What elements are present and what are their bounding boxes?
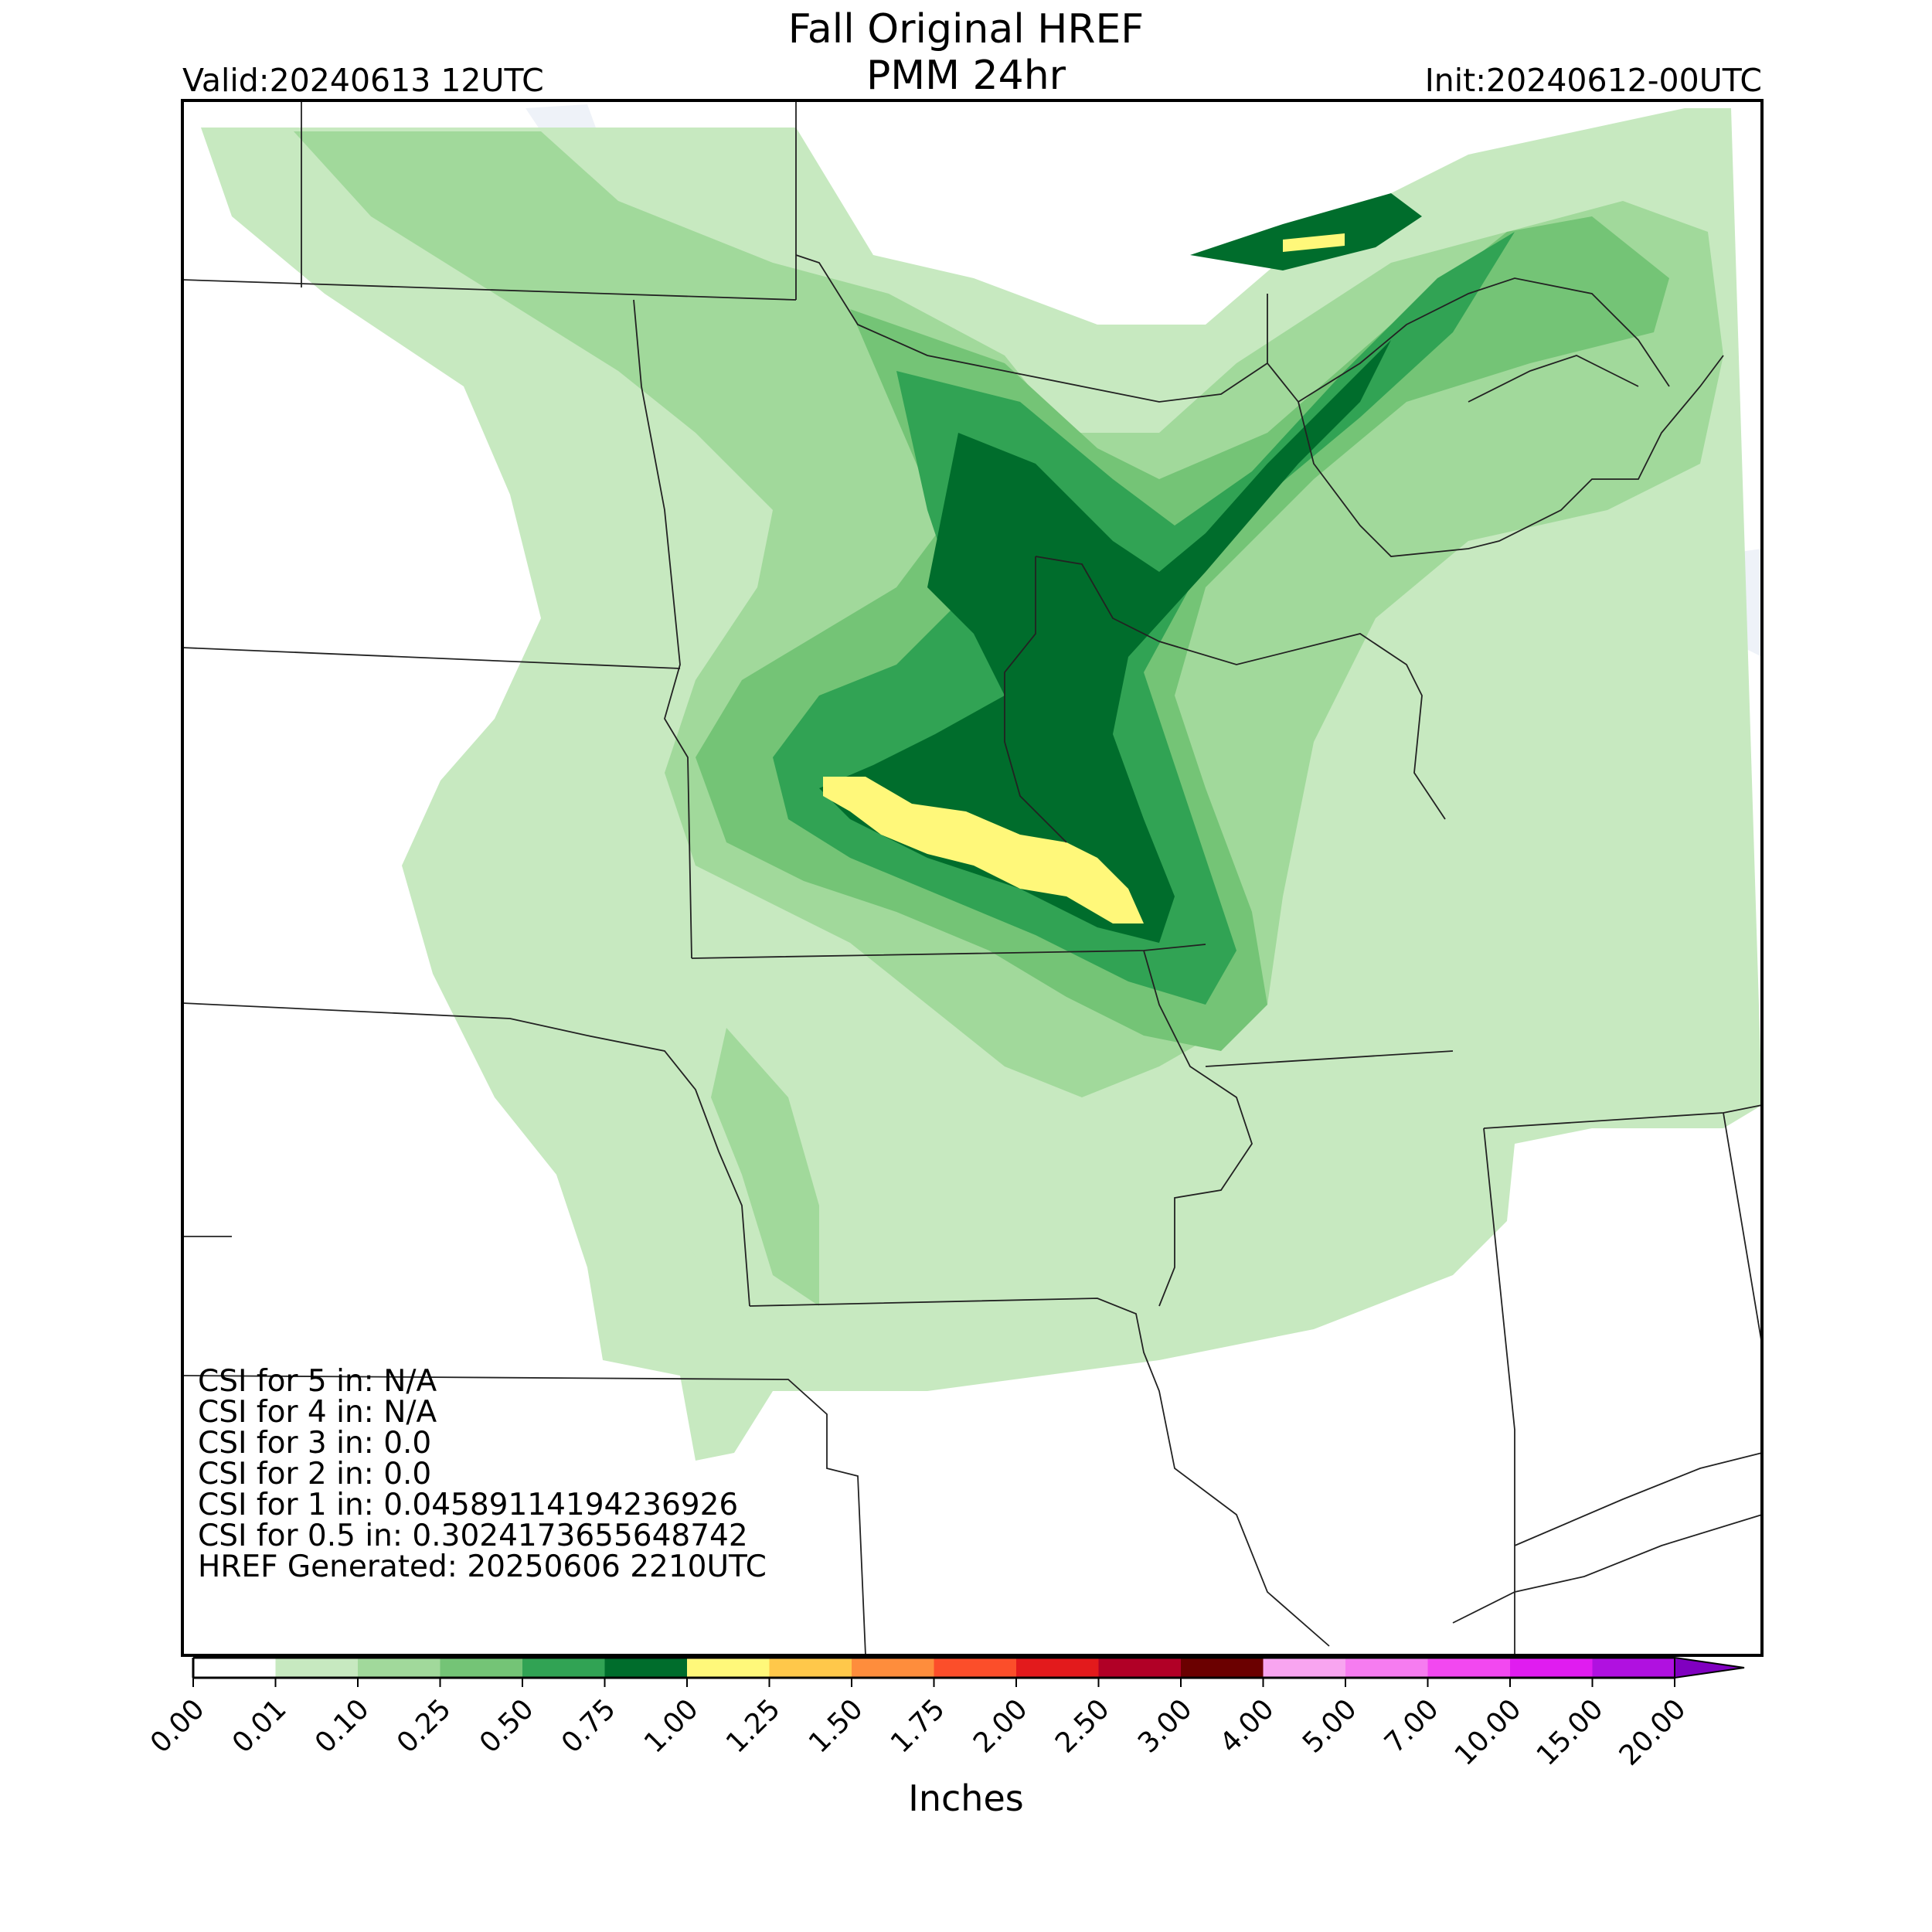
colorbar-segment <box>1263 1658 1346 1678</box>
colorbar-segment <box>852 1658 934 1678</box>
title-line2: PMM 24hr <box>866 53 1066 99</box>
precip-field <box>201 108 1762 1461</box>
stat-line: CSI for 5 in: N/A <box>198 1364 437 1399</box>
colorbar-segment <box>1510 1658 1593 1678</box>
valid-time-label: Valid:20240613 12UTC <box>182 62 544 99</box>
stat-line: CSI for 2 in: 0.0 <box>198 1457 432 1492</box>
colorbar-segment <box>1098 1658 1182 1678</box>
colorbar-segment <box>687 1658 770 1678</box>
precip-core-ne <box>1190 193 1422 270</box>
stat-line: CSI for 4 in: N/A <box>198 1395 437 1430</box>
stat-line: HREF Generated: 20250606 2210UTC <box>198 1549 767 1584</box>
stat-line: CSI for 0.5 in: 0.3024173655648742 <box>198 1519 748 1553</box>
csi-stats-box: CSI for 5 in: N/A CSI for 4 in: N/A CSI … <box>198 1366 767 1583</box>
colorbar-segment <box>1592 1658 1675 1678</box>
stat-line: CSI for 1 in: 0.04589114194236926 <box>198 1488 739 1522</box>
colorbar-segment <box>440 1658 523 1678</box>
colorbar-extend-arrow <box>1674 1656 1745 1679</box>
colorbar-segment <box>1181 1658 1264 1678</box>
title-line1: Fall Original HREF <box>787 6 1145 53</box>
precip-core-dark <box>819 340 1391 943</box>
colorbar-segment <box>604 1658 688 1678</box>
precip-heavy-ia <box>823 777 1144 923</box>
colorbar-segment <box>522 1658 605 1678</box>
colorbar-segment <box>358 1658 440 1678</box>
colorbar-segment <box>769 1658 852 1678</box>
map-frame <box>181 99 1764 1657</box>
colorbar-segment <box>934 1658 1017 1678</box>
colorbar-segment <box>1427 1658 1511 1678</box>
colorbar <box>192 1656 1745 1687</box>
colorbar-segment <box>275 1658 359 1678</box>
colorbar-segment <box>193 1658 276 1678</box>
precip-mid-sw <box>711 1028 819 1306</box>
stat-line: CSI for 3 in: 0.0 <box>198 1426 432 1461</box>
precip-heavy-ne <box>1283 233 1345 252</box>
colorbar-title: Inches <box>908 1777 1024 1819</box>
colorbar-segment <box>1345 1658 1428 1678</box>
colorbar-segment <box>1016 1658 1099 1678</box>
state-borders <box>182 100 1763 1656</box>
precip-light-sw <box>665 1082 850 1383</box>
init-time-label: Init:20240612-00UTC <box>1424 62 1762 99</box>
